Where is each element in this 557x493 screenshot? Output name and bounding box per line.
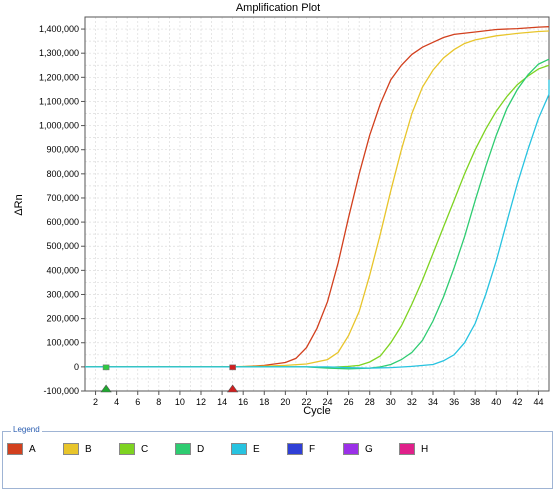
x-tick-label: 24 <box>323 397 333 407</box>
y-tick-label: 800,000 <box>46 169 79 179</box>
amplification-plot: Amplification Plot 1,400,000 1,300,000 1,2… <box>13 2 550 417</box>
x-tick-label: 22 <box>301 397 311 407</box>
legend-label: D <box>197 443 205 455</box>
x-tick-label: 10 <box>175 397 185 407</box>
x-tick-label: 30 <box>386 397 396 407</box>
x-tick-label: 32 <box>407 397 417 407</box>
plot-frame <box>84 16 550 392</box>
legend-item-h[interactable]: H <box>399 443 455 455</box>
x-tick-label: 38 <box>470 397 480 407</box>
y-axis-ticks: 1,400,000 1,300,000 1,200,000 1,100,000 1,00… <box>39 24 85 396</box>
y-tick-label: 1,200,000 <box>39 72 79 82</box>
legend-item-d[interactable]: D <box>175 443 231 455</box>
legend-item-e[interactable]: E <box>231 443 287 455</box>
legend-label: H <box>421 443 429 455</box>
y-tick-label: 1,300,000 <box>39 48 79 58</box>
x-tick-label: 14 <box>217 397 227 407</box>
x-tick-label: 20 <box>280 397 290 407</box>
y-tick-label: 200,000 <box>46 314 79 324</box>
legend-swatch <box>287 443 303 455</box>
x-tick-label: 28 <box>365 397 375 407</box>
y-tick-label: 900,000 <box>46 145 79 155</box>
legend-label: E <box>253 443 260 455</box>
legend-swatch <box>63 443 79 455</box>
x-tick-label: 6 <box>135 397 140 407</box>
legend-label: G <box>365 443 373 455</box>
y-tick-label: -100,000 <box>43 386 79 396</box>
x-tick-label: 26 <box>344 397 354 407</box>
y-tick-label: 0 <box>74 362 79 372</box>
x-tick-label: 36 <box>449 397 459 407</box>
x-axis-label: Cycle <box>303 405 331 417</box>
grid <box>84 16 550 392</box>
y-tick-label: 1,400,000 <box>39 24 79 34</box>
series-lines <box>85 26 550 370</box>
legend-item-c[interactable]: C <box>119 443 175 455</box>
legend-swatch <box>343 443 359 455</box>
legend-label: C <box>141 443 149 455</box>
baseline-marker-triangle[interactable] <box>100 384 112 393</box>
legend-swatch <box>399 443 415 455</box>
x-tick-label: 42 <box>512 397 522 407</box>
legend-item-a[interactable]: A <box>7 443 63 455</box>
series-line-c <box>85 64 550 369</box>
baseline-markers[interactable] <box>100 364 239 393</box>
baseline-marker-square[interactable] <box>102 364 110 371</box>
y-axis-label: ΔRn <box>13 194 25 215</box>
legend-item-b[interactable]: B <box>63 443 119 455</box>
x-axis-ticks: 2 4 6 8 10 12 14 16 18 20 22 24 26 28 30 32 34 36 38 40 42 44 <box>93 391 543 407</box>
baseline-marker-triangle[interactable] <box>227 384 239 393</box>
series-line-a <box>85 26 550 368</box>
y-tick-label: 300,000 <box>46 289 79 299</box>
y-tick-label: 500,000 <box>46 241 79 251</box>
y-tick-label: 700,000 <box>46 193 79 203</box>
x-tick-label: 44 <box>533 397 543 407</box>
legend-swatch <box>7 443 23 455</box>
y-tick-label: 1,000,000 <box>39 121 79 131</box>
legend-label: B <box>85 443 92 455</box>
x-tick-label: 12 <box>196 397 206 407</box>
legend-label: F <box>309 443 316 455</box>
legend-item-f[interactable]: F <box>287 443 343 455</box>
legend-panel: Legend A B C D E F G H <box>2 425 553 489</box>
y-tick-label: 400,000 <box>46 265 79 275</box>
legend-items: A B C D E F G H <box>7 443 455 455</box>
x-tick-label: 16 <box>238 397 248 407</box>
legend-swatch <box>119 443 135 455</box>
x-tick-label: 18 <box>259 397 269 407</box>
series-line-b <box>85 30 550 368</box>
baseline-marker-square[interactable] <box>229 364 236 371</box>
legend-label: A <box>29 443 36 455</box>
y-tick-label: 100,000 <box>46 338 79 348</box>
x-tick-label: 40 <box>491 397 501 407</box>
legend-title: Legend <box>11 425 42 434</box>
x-tick-label: 4 <box>114 397 119 407</box>
legend-swatch <box>231 443 247 455</box>
legend-swatch <box>175 443 191 455</box>
chart-title: Amplification Plot <box>236 2 320 14</box>
x-tick-label: 34 <box>428 397 438 407</box>
x-tick-label: 8 <box>156 397 161 407</box>
series-line-e <box>85 79 550 369</box>
y-tick-label: 600,000 <box>46 217 79 227</box>
x-tick-label: 2 <box>93 397 98 407</box>
y-tick-label: 1,100,000 <box>39 96 79 106</box>
legend-item-g[interactable]: G <box>343 443 399 455</box>
